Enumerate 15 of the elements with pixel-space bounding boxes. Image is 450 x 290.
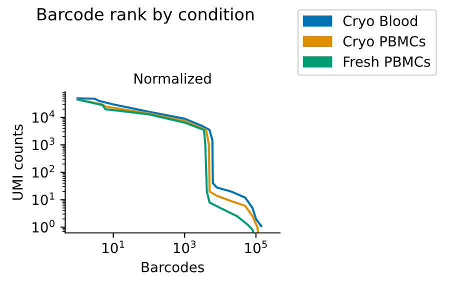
legend-label: Fresh PBMCs [344,56,430,67]
y-axis-title: UMI counts [12,124,23,200]
legend-label: Cryo Blood [343,15,418,29]
x-tick-label: 10$^{3}$ [174,240,196,254]
x-tick-label: 10$^{1}$ [102,240,124,254]
chart-subtitle: Normalized [134,73,211,84]
x-tick-label: 10$^{5}$ [245,240,267,254]
y-tick-label: 10$^{1}$ [32,192,54,206]
y-tick-label: 10$^{0}$ [32,220,54,233]
chart-title: Barcode rank by condition [38,8,254,24]
y-tick-label: 10$^{3}$ [32,138,54,150]
y-tick-label: 10$^{2}$ [32,164,54,178]
legend-label: Cryo PBMCs [343,36,426,50]
y-tick-label: 10$^{4}$ [32,110,55,123]
x-axis-title: Barcodes [142,262,204,272]
